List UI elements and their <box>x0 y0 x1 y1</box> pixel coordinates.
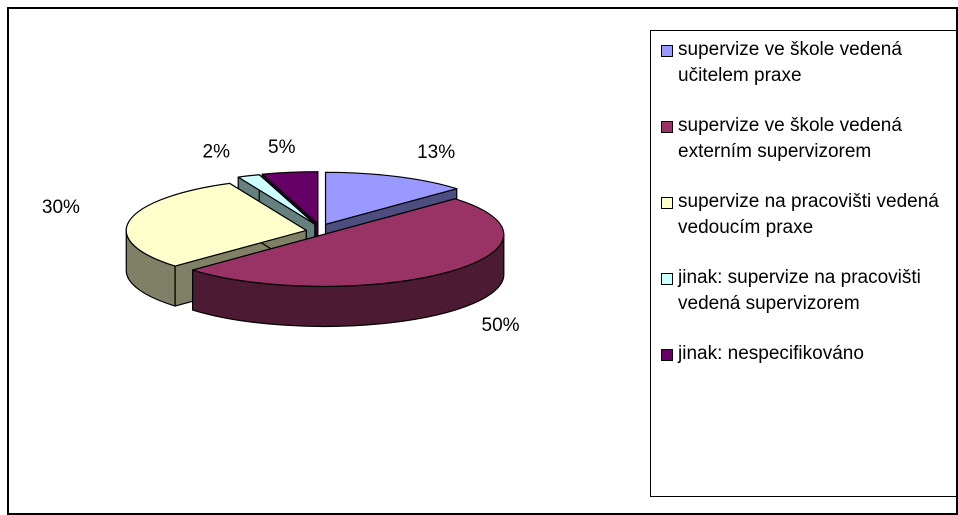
legend-label: jinak: nespecifikováno <box>678 343 864 364</box>
pie-slice <box>192 198 505 328</box>
slice-top <box>324 171 458 225</box>
legend-item: jinak: nespecifikováno <box>661 341 949 367</box>
legend: supervize ve škole vedená učitelem praxe… <box>650 30 957 497</box>
data-label: 13% <box>417 142 455 163</box>
legend-label: supervize ve škole vedená učitelem praxe <box>678 39 902 86</box>
legend-swatch <box>661 121 673 133</box>
slice-top <box>125 182 307 267</box>
legend-swatch <box>661 273 673 285</box>
data-label: 5% <box>268 137 296 158</box>
legend-item: supervize ve škole vedená externím super… <box>661 113 949 165</box>
data-label: 2% <box>203 141 231 162</box>
legend-label: supervize ve škole vedená externím super… <box>678 115 902 162</box>
legend-item: supervize ve škole vedená učitelem praxe <box>661 37 949 89</box>
legend-label: supervize na pracovišti vedená vedoucím … <box>678 191 939 238</box>
data-label: 30% <box>42 197 80 218</box>
legend-swatch <box>661 197 673 209</box>
slice-top <box>192 198 505 288</box>
slice-top <box>237 174 316 225</box>
data-label: 50% <box>482 315 520 336</box>
legend-swatch <box>661 349 673 361</box>
slice-top <box>261 171 319 225</box>
legend-item: jinak: supervize na pracovišti vedená su… <box>661 265 949 317</box>
legend-swatch <box>661 45 673 57</box>
legend-label: jinak: supervize na pracovišti vedená su… <box>678 267 921 314</box>
legend-item: supervize na pracovišti vedená vedoucím … <box>661 189 949 241</box>
